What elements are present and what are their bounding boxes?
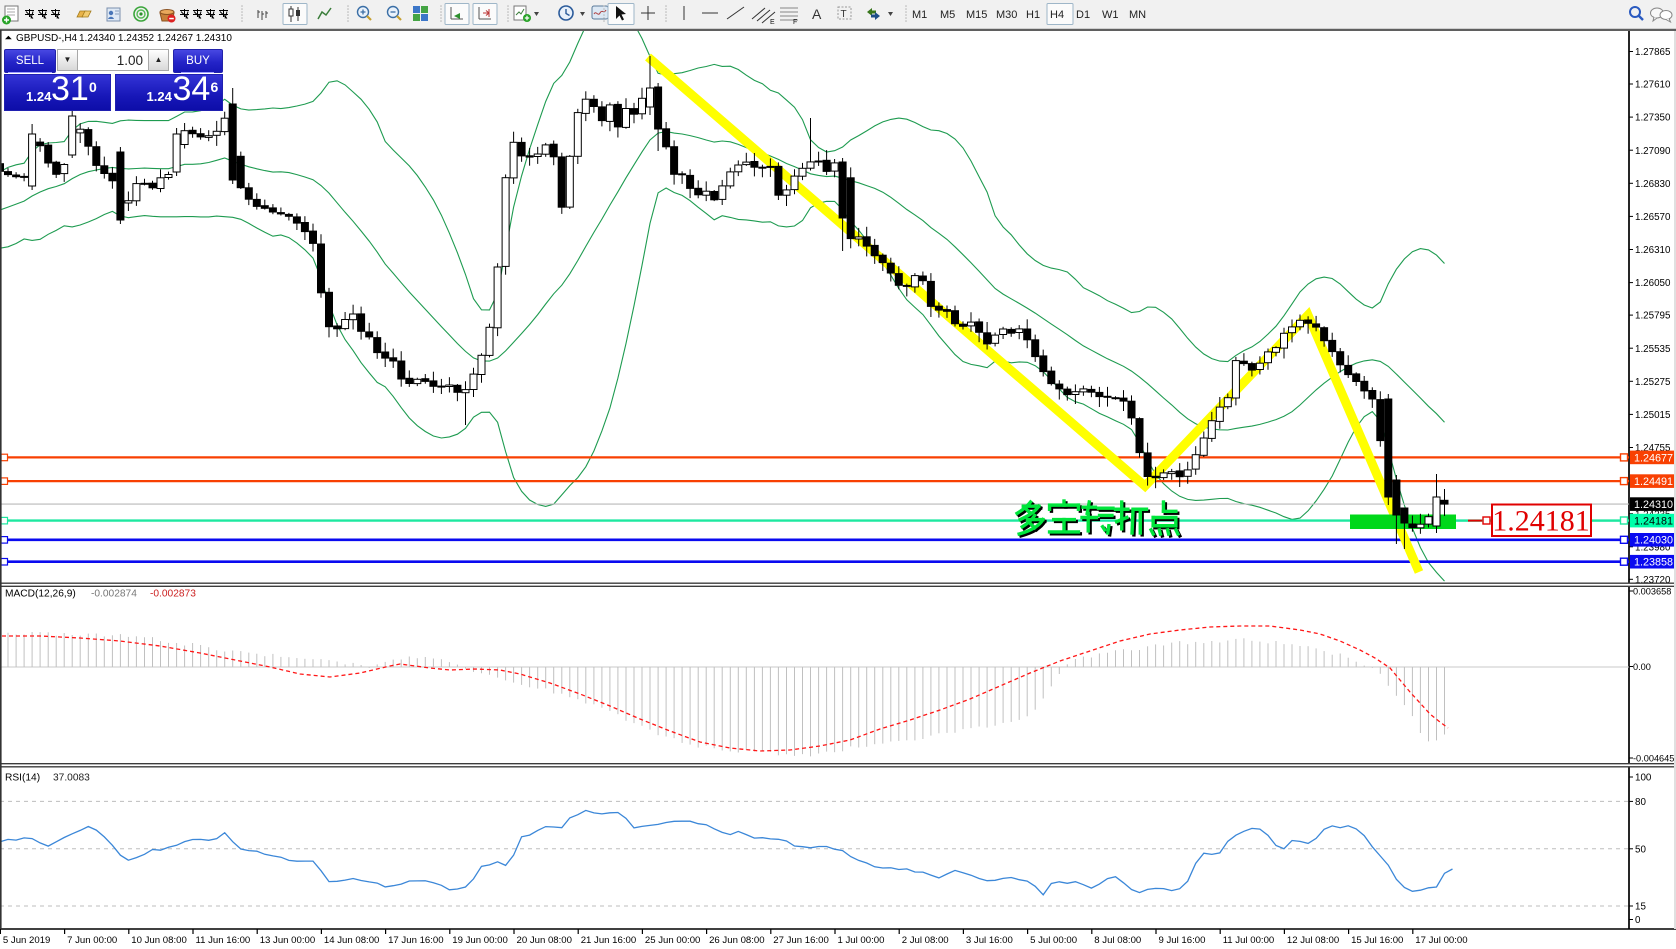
- svg-text:1.24677: 1.24677: [1634, 452, 1673, 464]
- svg-text:F: F: [793, 19, 797, 26]
- svg-text:5 Jul 00:00: 5 Jul 00:00: [1030, 935, 1077, 946]
- svg-text:0.003658: 0.003658: [1633, 586, 1671, 596]
- svg-text:13 Jun 00:00: 13 Jun 00:00: [260, 935, 315, 946]
- svg-text:1.26050: 1.26050: [1635, 278, 1671, 289]
- svg-text:W1: W1: [1102, 9, 1119, 21]
- svg-text:1.24181: 1.24181: [1492, 505, 1590, 538]
- svg-text:3 Jul 16:00: 3 Jul 16:00: [966, 935, 1013, 946]
- svg-text:10 Jun 08:00: 10 Jun 08:00: [131, 935, 186, 946]
- svg-text:1.25275: 1.25275: [1635, 377, 1671, 388]
- svg-text:1.27865: 1.27865: [1635, 47, 1671, 58]
- svg-text:1.27090: 1.27090: [1635, 146, 1671, 157]
- svg-text:50: 50: [1635, 844, 1646, 855]
- svg-text:MACD(12,26,9): MACD(12,26,9): [5, 589, 76, 600]
- svg-text:0: 0: [1635, 915, 1641, 926]
- svg-text:100: 100: [1635, 773, 1652, 784]
- svg-text:M15: M15: [966, 9, 987, 21]
- svg-text:37.0083: 37.0083: [53, 773, 90, 784]
- svg-text:26 Jun 08:00: 26 Jun 08:00: [709, 935, 764, 946]
- svg-text:1.27350: 1.27350: [1635, 113, 1671, 124]
- svg-text:GBPUSD-,H4: GBPUSD-,H4: [16, 33, 78, 44]
- svg-text:1.23720: 1.23720: [1635, 575, 1671, 586]
- svg-text:MN: MN: [1129, 9, 1146, 21]
- svg-text:1.24181: 1.24181: [1634, 516, 1673, 528]
- svg-text:2 Jul 08:00: 2 Jul 08:00: [902, 935, 949, 946]
- svg-text:1.24310: 1.24310: [1634, 499, 1673, 511]
- svg-text:8 Jul 08:00: 8 Jul 08:00: [1094, 935, 1141, 946]
- svg-text:RSI(14): RSI(14): [5, 773, 40, 784]
- svg-text:D1: D1: [1076, 9, 1090, 21]
- svg-text:M30: M30: [996, 9, 1017, 21]
- svg-text:14 Jun 08:00: 14 Jun 08:00: [324, 935, 379, 946]
- svg-text:9 Jul 16:00: 9 Jul 16:00: [1159, 935, 1206, 946]
- svg-text:1.25015: 1.25015: [1635, 410, 1671, 421]
- svg-text:12 Jul 08:00: 12 Jul 08:00: [1287, 935, 1339, 946]
- svg-text:1.23980: 1.23980: [1635, 542, 1671, 553]
- svg-text:1 Jul 00:00: 1 Jul 00:00: [838, 935, 885, 946]
- svg-text:M1: M1: [912, 9, 927, 21]
- svg-text:E: E: [770, 19, 775, 26]
- svg-text:H4: H4: [1050, 9, 1064, 21]
- svg-text:-0.002874: -0.002874: [91, 589, 137, 600]
- svg-text:0.00: 0.00: [1633, 662, 1651, 672]
- svg-text:1.24340 1.24352 1.24267 1.2431: 1.24340 1.24352 1.24267 1.24310: [79, 33, 232, 44]
- svg-text:21 Jun 16:00: 21 Jun 16:00: [581, 935, 636, 946]
- svg-text:7 Jun 00:00: 7 Jun 00:00: [67, 935, 117, 946]
- svg-text:T: T: [841, 9, 847, 20]
- svg-text:27 Jun 16:00: 27 Jun 16:00: [773, 935, 828, 946]
- svg-text:A: A: [812, 6, 822, 22]
- svg-text:H1: H1: [1026, 9, 1040, 21]
- svg-text:17 Jun 16:00: 17 Jun 16:00: [388, 935, 443, 946]
- svg-text:-0.002873: -0.002873: [150, 589, 196, 600]
- svg-text:15: 15: [1635, 902, 1646, 913]
- svg-text:1.24755: 1.24755: [1635, 443, 1671, 454]
- svg-text:19 Jun 00:00: 19 Jun 00:00: [452, 935, 507, 946]
- svg-text:25 Jun 00:00: 25 Jun 00:00: [645, 935, 700, 946]
- svg-text:1.25535: 1.25535: [1635, 344, 1671, 355]
- svg-text:1.27610: 1.27610: [1635, 80, 1671, 91]
- svg-text:1.25795: 1.25795: [1635, 311, 1671, 322]
- svg-text:1.26310: 1.26310: [1635, 245, 1671, 256]
- svg-text:15 Jul 16:00: 15 Jul 16:00: [1351, 935, 1403, 946]
- svg-text:11 Jul 00:00: 11 Jul 00:00: [1223, 935, 1275, 946]
- svg-text:5 Jun 2019: 5 Jun 2019: [3, 935, 50, 946]
- svg-text:17 Jul 00:00: 17 Jul 00:00: [1415, 935, 1467, 946]
- svg-text:M5: M5: [940, 9, 955, 21]
- svg-text:11 Jun 16:00: 11 Jun 16:00: [196, 935, 251, 946]
- svg-text:1.26570: 1.26570: [1635, 212, 1671, 223]
- svg-text:1.24030: 1.24030: [1634, 535, 1673, 547]
- svg-text:-0.004645: -0.004645: [1633, 753, 1674, 763]
- svg-text:20 Jun 08:00: 20 Jun 08:00: [517, 935, 572, 946]
- svg-text:1.26830: 1.26830: [1635, 179, 1671, 190]
- svg-text:1.24491: 1.24491: [1634, 476, 1673, 488]
- svg-text:80: 80: [1635, 797, 1646, 808]
- svg-text:1.23858: 1.23858: [1634, 557, 1673, 569]
